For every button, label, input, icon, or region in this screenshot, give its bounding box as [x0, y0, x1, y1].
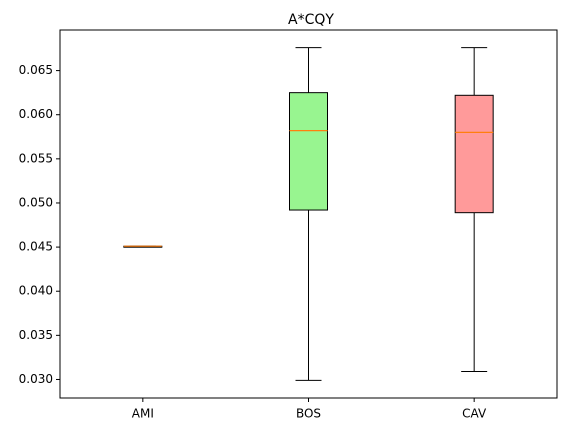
box-body	[289, 92, 328, 211]
y-tick-label: 0.030	[19, 372, 53, 386]
plot-frame	[59, 29, 558, 399]
x-tick-label: AMI	[132, 407, 154, 421]
y-tick-label: 0.060	[19, 107, 53, 121]
box-body	[454, 94, 494, 214]
y-tick-label: 0.050	[19, 195, 53, 209]
x-axis: AMI BOS CAV	[132, 398, 487, 421]
y-tick-label: 0.045	[19, 240, 53, 254]
x-tick-label: BOS	[296, 407, 321, 421]
y-tick-label: 0.040	[19, 284, 53, 298]
box-ami	[123, 245, 163, 248]
y-tick-label: 0.055	[19, 151, 53, 165]
boxes-layer	[123, 47, 494, 381]
x-tick-label: CAV	[462, 407, 487, 421]
chart-title: A*CQY	[288, 12, 334, 28]
box-cav	[454, 47, 494, 373]
box-bos	[289, 47, 328, 381]
y-axis: 0.030 0.035 0.040 0.045 0.050 0.055 0.060 0.065	[19, 63, 60, 386]
y-tick-label: 0.065	[19, 63, 53, 77]
y-tick-label: 0.035	[19, 328, 53, 342]
